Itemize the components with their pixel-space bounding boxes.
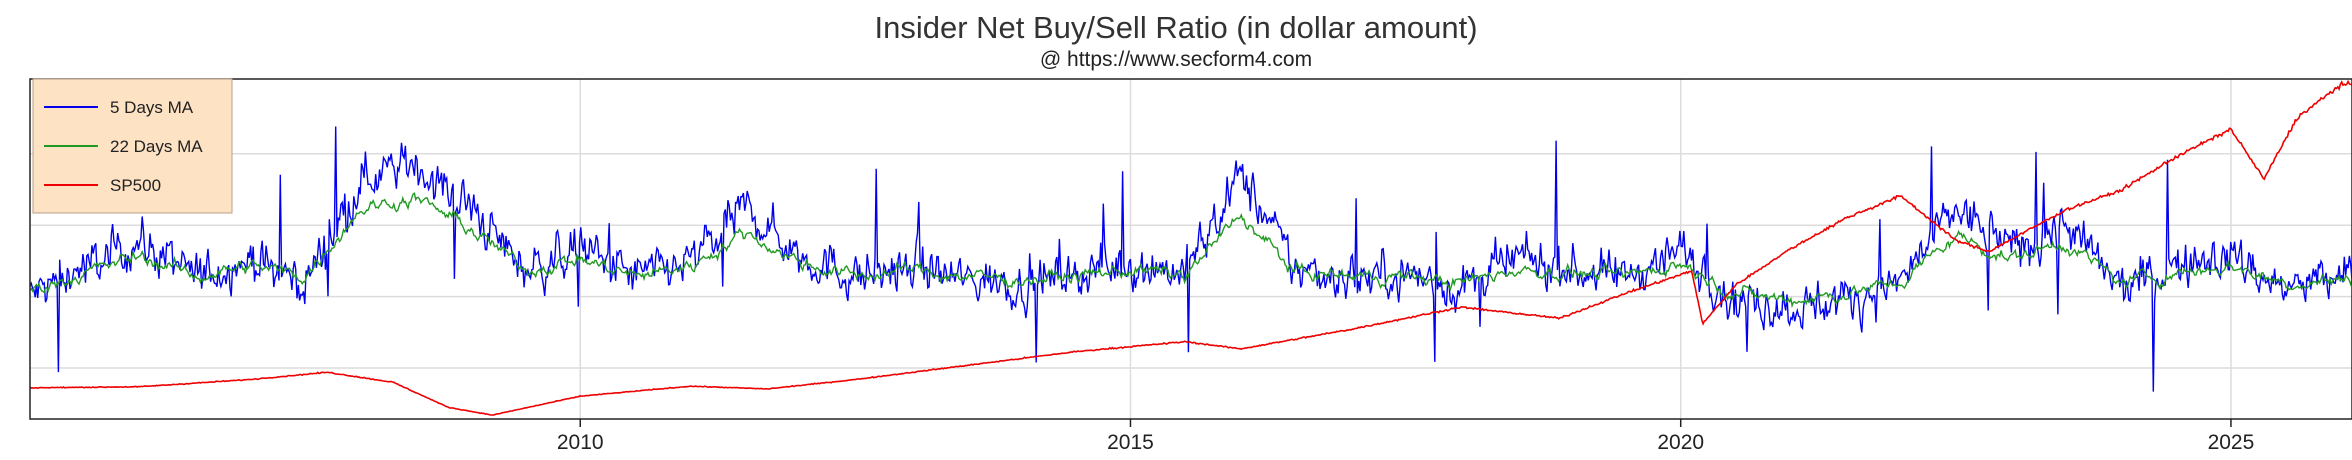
x-tick-label-3: 2025	[2208, 431, 2255, 454]
x-tick-label-0: 2010	[557, 431, 604, 454]
legend-label-5-days-ma: 5 Days MA	[110, 98, 194, 117]
chart-legend: 5 Days MA 22 Days MA SP500	[32, 78, 233, 214]
x-tick-label-2: 2020	[1657, 431, 1704, 454]
plot-frame	[29, 78, 2352, 420]
x-tick-label-1: 2015	[1107, 431, 1154, 454]
series-line-sp500	[29, 79, 2352, 416]
chart-subtitle: @ https://www.secform4.com	[1040, 48, 1312, 71]
x-axis-ticks: 2010 2015 2020 2025	[557, 419, 2254, 454]
series-lines	[29, 79, 2352, 416]
series-line-22-days-ma	[29, 192, 2352, 309]
grid-lines	[30, 79, 2352, 419]
legend-label-22-days-ma: 22 Days MA	[110, 137, 203, 156]
chart-title: Insider Net Buy/Sell Ratio (in dollar am…	[874, 10, 1477, 45]
series-line-5-days-ma	[29, 126, 2352, 392]
legend-label-sp500: SP500	[110, 176, 161, 195]
